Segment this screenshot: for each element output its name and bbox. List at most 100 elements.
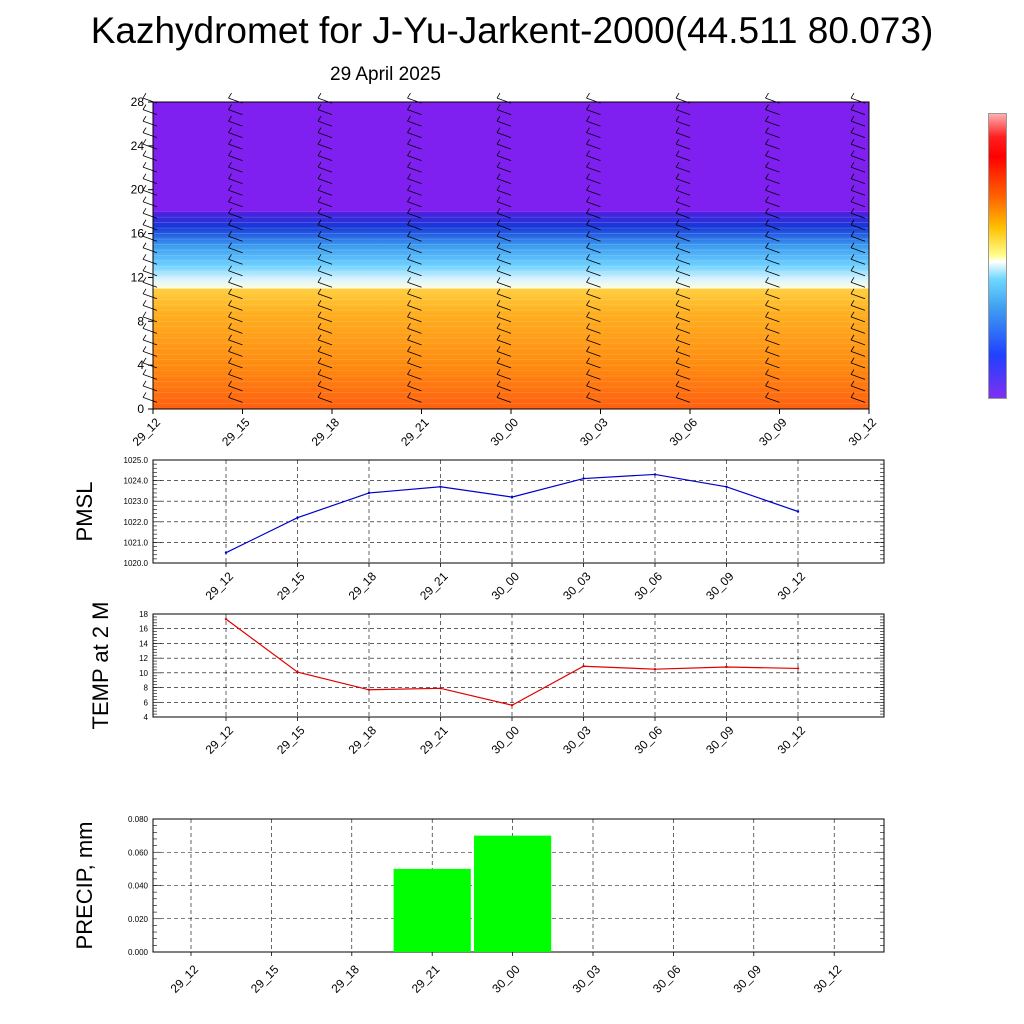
wind-barb-flag [675,104,680,110]
wind-barb-flag [496,92,501,99]
wind-barb [850,201,866,208]
wind-barb [850,166,866,173]
wind-barb-flag [317,115,322,122]
wind-barb-flag [850,173,855,179]
wind-barb [142,247,158,254]
wind-barb-flag [142,357,147,364]
wind-barb [586,201,601,208]
wind-barb [407,132,422,139]
wind-barb-flag [496,392,501,398]
wind-barb [407,327,422,334]
wind-barb [675,270,691,277]
wind-barb-flag [407,288,411,295]
wind-barb [675,281,691,288]
wind-barb-flag [586,265,590,271]
x-tick-label: 30_09 [730,962,764,996]
wind-barb [317,316,333,323]
wind-barb-flag [850,138,855,145]
wind-barb [586,327,601,334]
wind-barb-flag [142,288,147,295]
wind-barb [765,270,780,277]
wind-barb-flag [142,392,147,398]
wind-barb [765,374,780,380]
wind-barb [142,224,158,231]
wind-barb [850,247,866,254]
wind-barb-flag [317,138,322,145]
wind-barb [228,339,243,346]
wind-barb [317,350,333,357]
wind-barb-flag [850,254,855,260]
wind-barb-flag [675,115,680,122]
x-tick-label: 29_15 [274,723,308,757]
wind-barb [228,304,243,311]
wind-barb [675,247,691,254]
wind-barb-flag [142,231,147,237]
wind-barb [586,258,601,265]
wind-barb [142,281,158,288]
wind-barb-flag [317,380,322,387]
wind-barb-flag [675,380,680,387]
wind-barb [675,304,691,311]
wind-barb-flag [496,115,501,122]
wind-barb [586,189,601,196]
wind-barb [586,339,601,346]
wind-barb [407,270,422,277]
wind-barb [407,189,422,196]
wind-barb-flag [317,357,322,364]
wind-barb-flag [407,242,411,248]
wind-barb-flag [317,300,322,306]
wind-barb [586,120,601,127]
wind-barb-flag [407,346,411,352]
wind-barb-flag [850,334,855,341]
y-tick-label: 8 [137,314,144,328]
wind-barb-flag [586,184,590,191]
wind-barb [496,316,512,323]
wind-barb [496,224,512,231]
wind-barb-flag [765,300,769,306]
wind-barb-flag [586,127,590,133]
wind-barb [407,339,422,346]
wind-barb [407,155,422,162]
wind-barb [142,339,158,346]
wind-barb-flag [142,219,147,225]
wind-barb [675,224,691,231]
wind-barb-flag [407,265,411,271]
y-tick-label: 0.040 [128,882,149,891]
wind-barb [496,293,512,300]
wind-barb [675,327,691,334]
wind-barb [496,189,512,196]
wind-barb-flag [850,323,855,329]
wind-barb [496,166,512,173]
wind-barb [675,316,691,323]
wind-barb [317,247,333,254]
wind-barb [142,385,158,392]
wind-barb-flag [586,254,590,260]
wind-barb-flag [142,127,147,133]
wind-barb-flag [850,231,855,237]
wind-barb [850,339,866,346]
wind-barb-flag [675,184,680,191]
x-tick-label: 30_09 [756,415,790,449]
wind-barb [586,109,601,115]
wind-barb-flag [228,334,232,341]
x-tick-label: 29_12 [168,962,202,996]
wind-barb-flag [496,173,501,179]
wind-barb-flag [407,380,411,387]
wind-barb [317,155,333,162]
wind-barb-flag [496,127,501,133]
wind-barb [317,143,333,150]
wind-barb [496,339,512,346]
wind-barb-flag [228,369,232,375]
wind-barb-flag [765,254,769,260]
wind-barb [850,155,866,162]
wind-barb [765,178,780,185]
data-point [296,670,299,674]
wind-barb [675,155,691,162]
wind-barb [675,120,691,127]
wind-barb-flag [407,173,411,179]
wind-barb-flag [142,311,147,318]
y-tick-label: 12 [131,270,145,284]
wind-barb [228,120,243,127]
wind-barb-flag [407,311,411,318]
wind-barb-flag [675,254,680,260]
